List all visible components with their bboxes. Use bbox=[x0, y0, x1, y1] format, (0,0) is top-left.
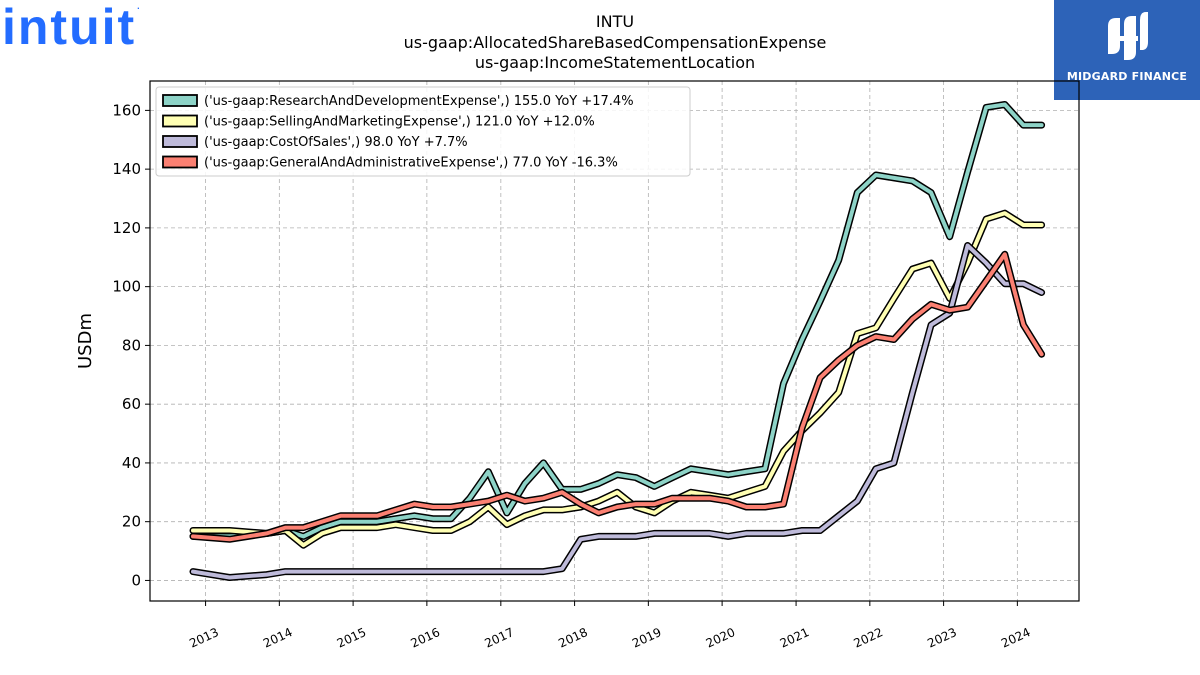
chart-title-line-1: INTU bbox=[596, 12, 634, 31]
intuit-logo-text: intuit bbox=[2, 0, 137, 55]
legend-box bbox=[155, 86, 691, 177]
chart-title-line-2: us-gaap:AllocatedShareBasedCompensationE… bbox=[404, 33, 827, 52]
chart-title: INTU us-gaap:AllocatedShareBasedCompensa… bbox=[404, 12, 827, 72]
chart-series bbox=[189, 101, 1046, 581]
intuit-logo-mark: . bbox=[137, 1, 140, 11]
midgard-finance-logo: MIDGARD FINANCE bbox=[1054, 0, 1200, 100]
y-tick-label: 20 bbox=[122, 513, 141, 531]
legend-label: ('us-gaap:SellingAndMarketingExpense',) … bbox=[204, 115, 595, 130]
legend-swatch bbox=[162, 135, 198, 148]
y-tick-label: 100 bbox=[112, 278, 141, 296]
legend-swatch bbox=[162, 114, 198, 128]
legend-swatch bbox=[162, 94, 198, 107]
y-tick-label: 0 bbox=[131, 571, 141, 589]
x-axis: 2013 2014 2015 2016 2017 2018 2019 2020 2021 2022… bbox=[187, 601, 1033, 651]
legend-label: ('us-gaap:ResearchAndDevelopmentExpense'… bbox=[204, 94, 634, 109]
y-tick-label: 140 bbox=[112, 160, 141, 178]
chart-title-line-3: us-gaap:IncomeStatementLocation bbox=[475, 53, 755, 72]
y-axis: 0 20 40 60 80 100 120 140 160 bbox=[112, 101, 150, 589]
legend-swatch bbox=[162, 155, 198, 169]
plot-frame bbox=[149, 80, 1080, 602]
y-axis-label: USDm bbox=[75, 313, 96, 369]
x-tick-label: 2021 bbox=[778, 625, 812, 651]
x-tick-label: 2020 bbox=[704, 625, 738, 651]
intuit-logo: intuit. bbox=[2, 0, 140, 55]
series-3 bbox=[189, 250, 1046, 543]
series-2 bbox=[189, 242, 1046, 581]
series-0 bbox=[189, 101, 1046, 540]
x-tick-label: 2018 bbox=[556, 625, 590, 651]
x-tick-label: 2013 bbox=[187, 625, 221, 651]
x-tick-label: 2023 bbox=[925, 625, 959, 651]
legend-label: ('us-gaap:GeneralAndAdministrativeExpens… bbox=[204, 156, 618, 171]
y-tick-label: 160 bbox=[112, 101, 141, 119]
x-tick-label: 2019 bbox=[630, 625, 664, 651]
y-tick-label: 80 bbox=[122, 336, 141, 354]
y-tick-label: 120 bbox=[112, 219, 141, 237]
x-tick-label: 2022 bbox=[852, 625, 886, 651]
y-tick-label: 40 bbox=[122, 454, 141, 472]
series-line bbox=[191, 243, 1044, 580]
x-tick-label: 2017 bbox=[482, 625, 516, 651]
x-tick-label: 2015 bbox=[335, 625, 369, 651]
series-line bbox=[191, 102, 1044, 539]
x-tick-label: 2016 bbox=[409, 625, 443, 651]
legend-label: ('us-gaap:CostOfSales',) 98.0 YoY +7.7% bbox=[204, 135, 468, 150]
y-tick-label: 60 bbox=[122, 395, 141, 413]
series-line bbox=[191, 252, 1044, 542]
midgard-finance-wordmark: MIDGARD FINANCE bbox=[1066, 70, 1188, 83]
midgard-emblem-icon bbox=[1108, 12, 1148, 60]
chart-legend: ('us-gaap:ResearchAndDevelopmentExpense'… bbox=[155, 86, 691, 177]
x-tick-label: 2024 bbox=[999, 625, 1033, 651]
x-tick-label: 2014 bbox=[261, 625, 295, 651]
